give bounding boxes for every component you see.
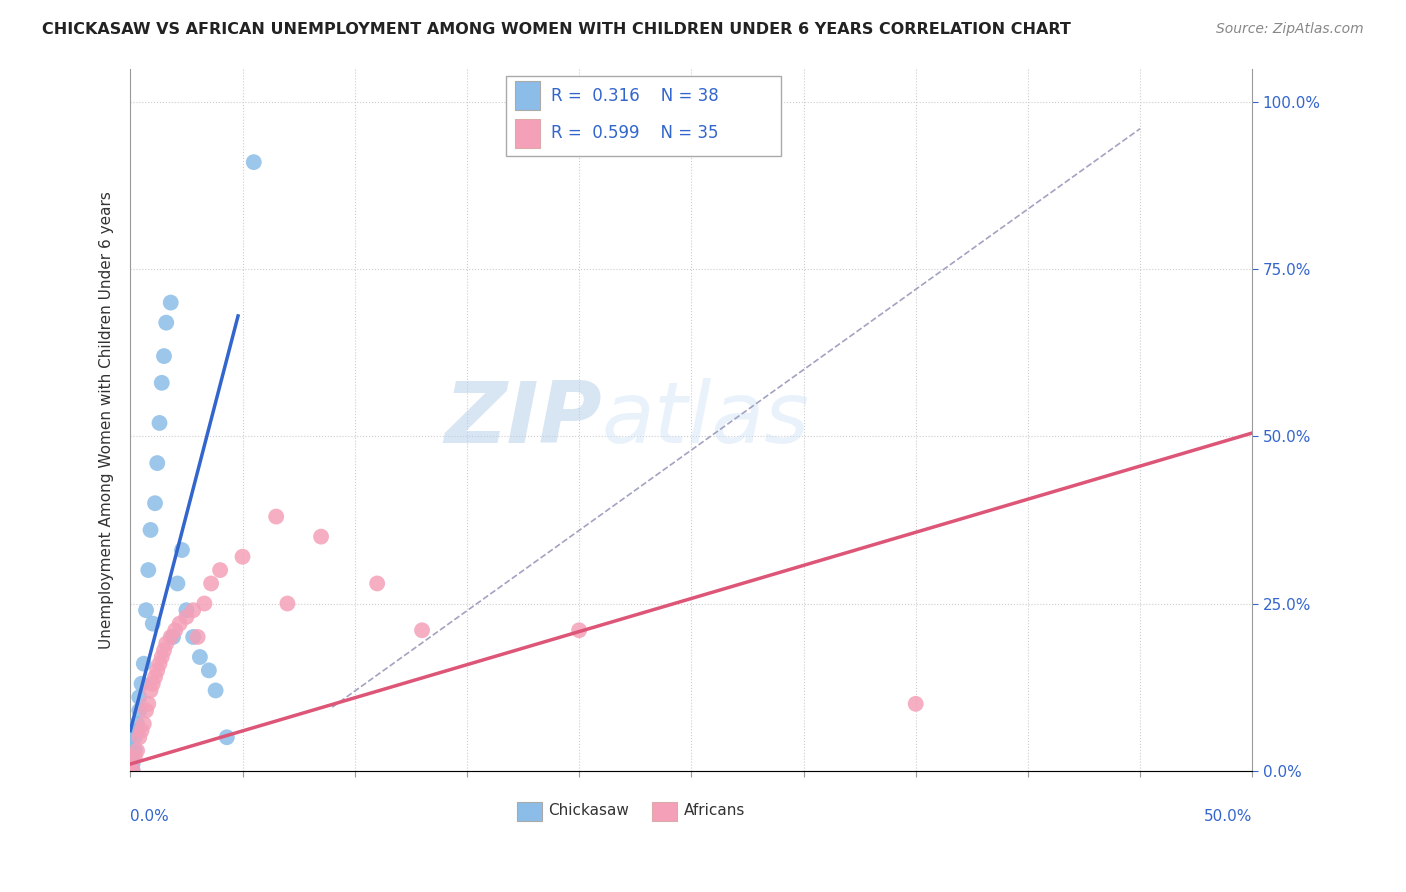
Point (120, 744, 142, 758)
Text: CHICKASAW VS AFRICAN UNEMPLOYMENT AMONG WOMEN WITH CHILDREN UNDER 6 YEARS CORREL: CHICKASAW VS AFRICAN UNEMPLOYMENT AMONG … (42, 22, 1071, 37)
Point (153, 349, 176, 363)
Point (568, 624, 591, 638)
Point (120, 764, 142, 778)
Text: Source: ZipAtlas.com: Source: ZipAtlas.com (1216, 22, 1364, 37)
Point (121, 764, 143, 778)
Bar (517, 802, 543, 822)
Y-axis label: Unemployment Among Women with Children Under 6 years: Unemployment Among Women with Children U… (100, 191, 114, 648)
Point (176, 610, 198, 624)
Point (135, 704, 157, 718)
Point (366, 576, 388, 591)
Point (131, 677, 153, 691)
Text: Chickasaw: Chickasaw (548, 803, 628, 818)
Point (150, 650, 173, 665)
Point (121, 757, 143, 772)
Point (120, 731, 142, 745)
Point (200, 576, 222, 591)
Point (146, 456, 169, 470)
Point (159, 630, 181, 644)
Point (187, 630, 209, 644)
Text: ZIP: ZIP (444, 378, 602, 461)
Point (128, 690, 150, 705)
Point (169, 616, 191, 631)
Point (231, 549, 253, 564)
Point (181, 603, 204, 617)
Point (142, 677, 165, 691)
Point (132, 717, 155, 731)
Point (121, 750, 143, 764)
Point (193, 597, 215, 611)
Point (132, 657, 155, 671)
Point (146, 664, 169, 678)
Text: 50.0%: 50.0% (1204, 809, 1253, 824)
Point (155, 637, 177, 651)
Point (120, 764, 142, 778)
Point (125, 744, 148, 758)
Point (242, 155, 264, 169)
Point (264, 509, 287, 524)
Point (309, 530, 332, 544)
Point (120, 750, 142, 764)
Point (155, 316, 177, 330)
Point (176, 603, 198, 617)
Point (143, 670, 166, 684)
Point (148, 657, 170, 671)
Point (125, 717, 148, 731)
Point (120, 757, 142, 772)
Point (170, 543, 193, 558)
Bar (515, 119, 540, 148)
FancyBboxPatch shape (506, 76, 782, 156)
Point (150, 376, 173, 390)
Point (181, 630, 204, 644)
Text: R =  0.316    N = 38: R = 0.316 N = 38 (551, 87, 718, 104)
Point (120, 757, 142, 772)
Point (139, 523, 162, 537)
Point (128, 704, 150, 718)
Point (128, 731, 150, 745)
Point (276, 597, 298, 611)
Point (125, 723, 148, 738)
Point (153, 643, 176, 657)
Point (204, 683, 226, 698)
Bar (515, 81, 540, 111)
Point (136, 563, 159, 577)
Bar (652, 802, 676, 822)
Point (162, 630, 184, 644)
Point (166, 576, 188, 591)
Point (124, 731, 146, 745)
Point (124, 744, 146, 758)
Point (215, 731, 238, 745)
Point (124, 750, 146, 764)
Point (159, 295, 181, 310)
Point (188, 650, 211, 665)
Point (411, 624, 433, 638)
Point (904, 697, 927, 711)
Point (143, 496, 166, 510)
Point (135, 603, 157, 617)
Text: 0.0%: 0.0% (131, 809, 169, 824)
Point (136, 697, 159, 711)
Point (198, 664, 221, 678)
Point (121, 764, 143, 778)
Point (120, 764, 142, 778)
Point (209, 563, 232, 577)
Point (148, 416, 170, 430)
Point (131, 723, 153, 738)
Text: R =  0.599    N = 35: R = 0.599 N = 35 (551, 125, 718, 143)
Point (165, 624, 187, 638)
Text: atlas: atlas (602, 378, 810, 461)
Text: Africans: Africans (683, 803, 745, 818)
Point (142, 616, 165, 631)
Point (139, 683, 162, 698)
